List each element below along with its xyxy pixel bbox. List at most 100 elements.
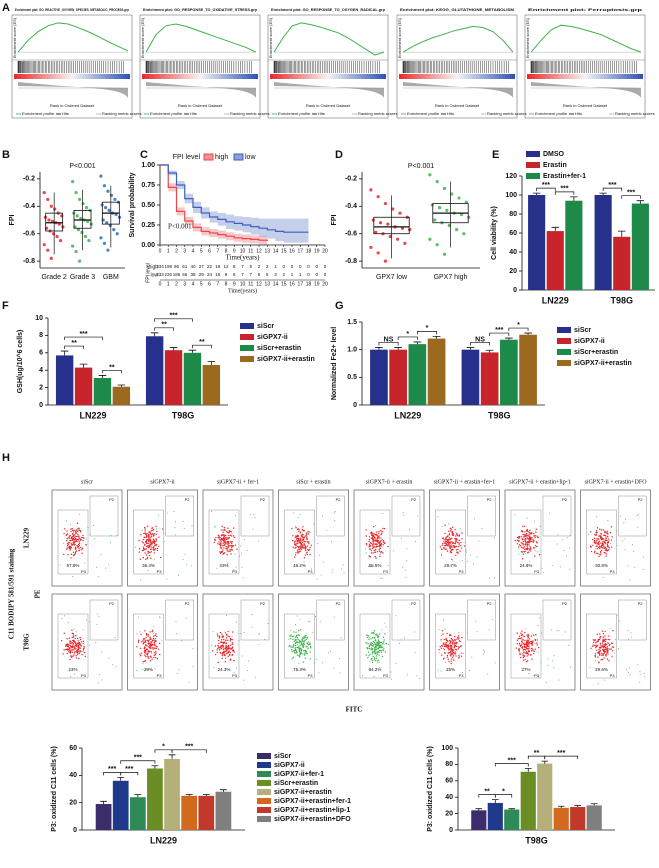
event-dot [449,565,451,567]
ranked-metric [531,82,641,98]
event-dot [75,550,78,552]
event-dot [630,632,632,634]
error-bar [532,192,541,195]
event-dot [537,676,539,678]
event-dot [442,643,444,645]
event-dot [365,543,368,545]
event-dot [152,546,154,548]
event-dot [465,549,467,551]
event-dot [522,525,524,528]
event-dot [294,644,297,647]
event-dot [186,617,188,619]
event-dot [223,541,225,543]
event-dot [367,635,370,637]
data-point [433,218,437,222]
event-dot [75,535,77,538]
event-dot [71,636,73,639]
event-dot [528,641,531,643]
event-dot [235,621,237,623]
event-dot [143,641,146,644]
event-dot [443,547,445,549]
event-dot [445,661,447,663]
event-dot [609,648,611,650]
legend-swatch [233,153,244,161]
data-point [428,237,432,241]
event-dot [72,576,74,578]
event-dot [619,620,621,622]
legend-swatch [557,338,571,344]
event-dot [448,538,450,541]
x-tick-label: 13 [264,248,270,254]
event-dot [455,655,457,657]
event-dot [145,536,148,539]
legend-swatch [557,360,571,366]
event-dot [71,535,74,538]
event-dot [214,645,217,647]
event-dot [66,648,68,651]
event-dot [294,651,296,654]
event-dot [605,532,608,534]
bar [504,809,520,830]
event-dot [405,577,407,579]
data-point [376,195,380,199]
event-dot [108,657,110,659]
event-dot [297,517,299,519]
event-dot [375,657,378,660]
x-tick-label: 2 [175,248,178,254]
event-dot [71,529,74,532]
event-dot [524,538,527,540]
event-dot [604,648,606,651]
event-dot [603,650,605,653]
event-dot [228,531,231,533]
event-dot [448,634,451,637]
event-dot [67,545,69,547]
gate-percent: 27% [521,667,530,672]
event-dot [599,650,602,652]
event-dot [295,543,297,546]
event-dot [243,538,245,540]
event-dot [136,645,138,648]
event-dot [450,541,452,543]
event-dot [342,564,344,566]
gate-label: P2 [562,601,568,606]
error-bar [117,776,125,781]
event-dot [315,658,317,660]
event-dot [536,642,538,644]
event-dot [528,654,530,656]
significance-bracket [470,342,490,346]
event-dot [222,529,224,531]
event-dot [452,533,455,535]
panel-label: E [492,149,499,161]
error-bar [185,794,193,796]
event-dot [215,537,217,539]
event-dot [598,555,600,558]
event-dot [368,536,371,538]
data-point [442,252,447,256]
gate-p3 [586,509,617,575]
data-point [49,256,53,260]
event-dot [453,546,455,548]
event-dot [299,540,301,542]
event-dot [227,652,229,654]
event-dot [178,669,180,671]
event-dot [516,642,519,645]
event-dot [296,639,298,641]
cell-frame [580,593,651,691]
event-dot [604,531,607,534]
event-dot [68,651,70,653]
event-dot [152,629,154,632]
event-dot [83,651,86,654]
event-dot [155,540,157,543]
event-dot [601,543,603,545]
data-point [391,207,395,211]
event-dot [534,550,536,552]
event-dot [533,634,535,636]
event-dot [451,560,453,562]
y-tick-label: 0 [353,402,357,409]
gate-p3 [510,509,542,575]
event-dot [365,535,368,537]
event-dot [599,537,602,539]
event-dot [444,524,446,526]
cell-frame [127,593,198,691]
event-dot [371,538,374,540]
